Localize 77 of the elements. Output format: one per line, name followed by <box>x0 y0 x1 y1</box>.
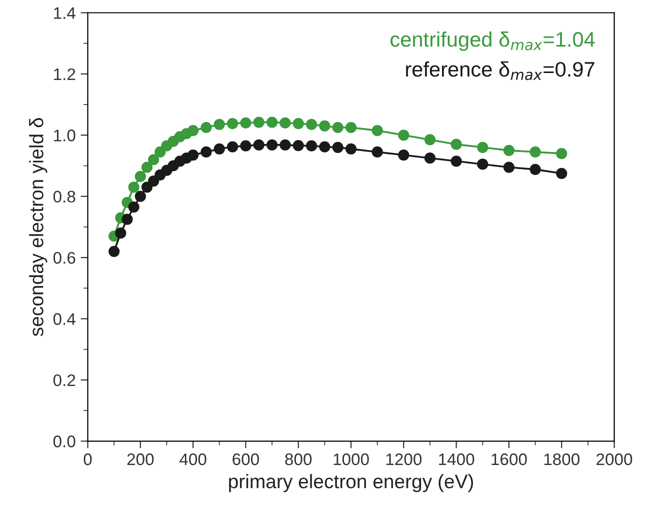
point <box>372 146 383 158</box>
y-tick-label: 1.4 <box>54 7 76 19</box>
point <box>292 140 304 152</box>
point <box>345 143 357 154</box>
point <box>148 175 160 187</box>
x-tick-label: 1800 <box>544 453 580 466</box>
point <box>187 149 199 161</box>
point <box>214 118 225 130</box>
x-tick-label: 600 <box>232 453 259 466</box>
point <box>122 214 133 225</box>
point <box>200 122 212 134</box>
point <box>556 148 568 160</box>
y-tick-label: 1.2 <box>54 68 76 80</box>
point <box>556 168 568 179</box>
y-tick-label: 0.4 <box>53 313 76 325</box>
point <box>253 116 264 128</box>
y-tick-label: 0.8 <box>53 190 76 203</box>
point <box>503 144 515 156</box>
text: reference δ$_{max}$=0.97 <box>406 61 594 80</box>
point <box>424 152 436 164</box>
point <box>214 143 225 154</box>
point <box>141 162 153 173</box>
point <box>332 142 344 153</box>
point <box>134 170 146 182</box>
point <box>450 138 462 150</box>
point <box>332 122 344 134</box>
x-tick-label: 800 <box>285 453 312 466</box>
point <box>226 141 238 152</box>
point <box>530 164 541 175</box>
y-tick-label: 0.2 <box>53 374 76 386</box>
x-tick-label: 200 <box>127 453 154 466</box>
point <box>319 120 330 132</box>
point <box>200 146 212 158</box>
x-tick-label: 0 <box>84 453 92 466</box>
point <box>372 125 383 136</box>
point <box>424 134 436 146</box>
text: centrifuged δ$_{max}$=1.04 <box>390 32 595 51</box>
y-axis-title: seconday electron yield δ <box>29 118 48 336</box>
point <box>306 118 318 130</box>
point <box>253 139 264 150</box>
point <box>266 139 278 150</box>
point <box>141 182 153 193</box>
point <box>319 141 330 152</box>
y-tick-label: 0.0 <box>53 436 76 448</box>
point <box>226 118 238 130</box>
point <box>345 122 357 134</box>
point <box>398 130 410 141</box>
point <box>115 228 126 239</box>
point <box>280 117 291 128</box>
point <box>128 182 140 193</box>
point <box>240 140 252 152</box>
x-tick-label: 1400 <box>439 453 474 466</box>
point <box>280 139 291 150</box>
point <box>450 156 462 167</box>
point <box>240 117 252 128</box>
y-tick-label: 1.0 <box>54 130 76 142</box>
point <box>154 146 166 158</box>
x-tick-label: 1000 <box>334 453 369 466</box>
x-tick-label: 1200 <box>386 453 422 466</box>
point <box>266 116 278 128</box>
point <box>134 190 146 202</box>
point <box>108 246 120 257</box>
point <box>187 125 199 136</box>
y-tick-label: 0.6 <box>53 252 76 264</box>
point <box>128 202 140 213</box>
point <box>530 146 541 158</box>
point <box>398 149 410 161</box>
point <box>477 158 488 170</box>
point <box>148 154 160 166</box>
point <box>477 142 488 153</box>
x-axis-title: primary electron energy (eV) <box>229 474 473 492</box>
point <box>306 140 318 152</box>
point <box>292 118 304 130</box>
x-tick-label: 2000 <box>596 453 632 466</box>
x-tick-label: 400 <box>180 453 206 466</box>
point <box>503 162 515 173</box>
x-tick-label: 1600 <box>492 453 527 466</box>
